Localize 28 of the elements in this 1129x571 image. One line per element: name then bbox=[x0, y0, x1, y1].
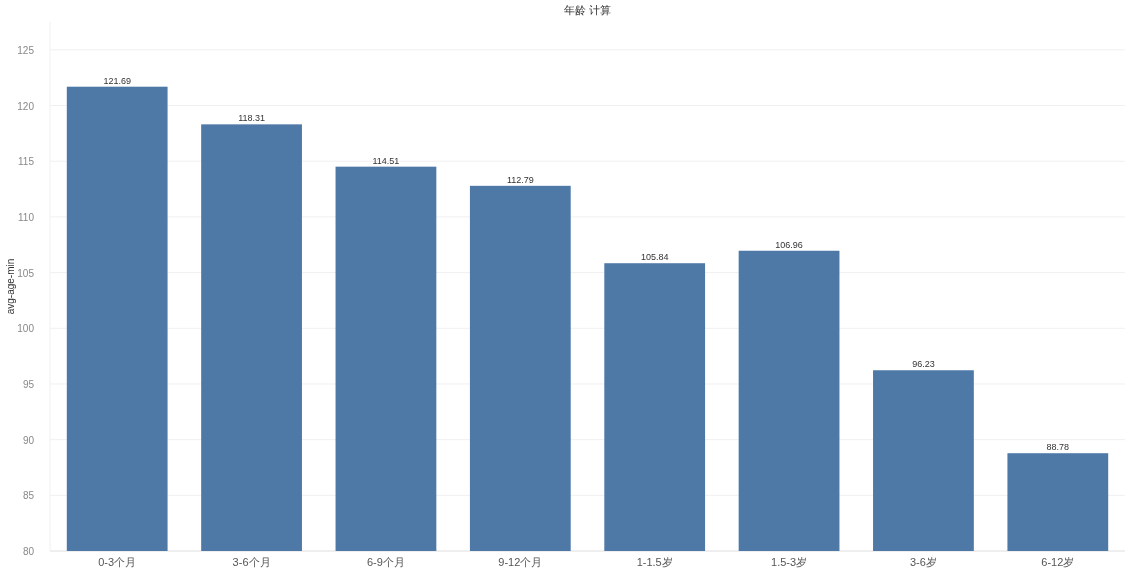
data-label: 106.96 bbox=[775, 239, 803, 250]
y-tick-label: 100 bbox=[17, 323, 35, 335]
y-tick-label: 120 bbox=[17, 100, 35, 112]
x-tick-label: 0-3个月 bbox=[98, 556, 137, 568]
data-label: 121.69 bbox=[103, 75, 131, 86]
x-tick-label: 3-6个月 bbox=[232, 556, 271, 568]
y-tick-label: 115 bbox=[18, 156, 35, 168]
y-tick-label: 85 bbox=[22, 490, 35, 502]
y-tick-label: 90 bbox=[22, 434, 35, 446]
x-tick-label: 1-1.5岁 bbox=[636, 556, 673, 568]
y-axis-title: avg-age-min bbox=[5, 258, 16, 315]
data-label: 112.79 bbox=[506, 174, 534, 185]
data-label: 118.31 bbox=[238, 113, 265, 124]
y-tick-label: 110 bbox=[18, 211, 35, 223]
data-label: 96.23 bbox=[912, 359, 935, 370]
data-label: 114.51 bbox=[372, 155, 400, 166]
data-label: 105.84 bbox=[640, 252, 669, 263]
y-tick-label: 125 bbox=[17, 44, 35, 56]
x-tick-label: 9-12个月 bbox=[498, 556, 543, 568]
x-tick-label: 6-12岁 bbox=[1041, 556, 1075, 568]
data-label: 88.78 bbox=[1046, 442, 1070, 453]
chart-title: 年龄 计算 bbox=[563, 4, 612, 16]
x-tick-label: 1.5-3岁 bbox=[771, 556, 808, 568]
y-tick-label: 95 bbox=[22, 378, 35, 390]
x-tick-label: 6-9个月 bbox=[366, 556, 405, 568]
x-tick-label: 3-6岁 bbox=[909, 556, 937, 568]
y-tick-label: 105 bbox=[17, 267, 35, 279]
y-tick-label: 80 bbox=[22, 546, 35, 557]
